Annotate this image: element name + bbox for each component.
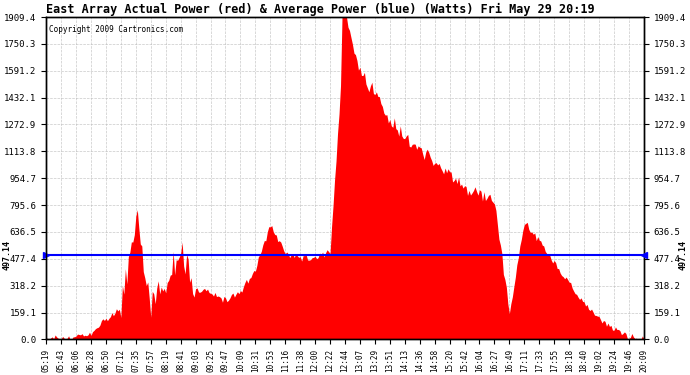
Text: Copyright 2009 Cartronics.com: Copyright 2009 Cartronics.com xyxy=(49,25,184,34)
Text: East Array Actual Power (red) & Average Power (blue) (Watts) Fri May 29 20:19: East Array Actual Power (red) & Average … xyxy=(46,3,595,16)
Text: 497.14: 497.14 xyxy=(678,240,687,270)
Text: 497.14: 497.14 xyxy=(3,240,12,270)
